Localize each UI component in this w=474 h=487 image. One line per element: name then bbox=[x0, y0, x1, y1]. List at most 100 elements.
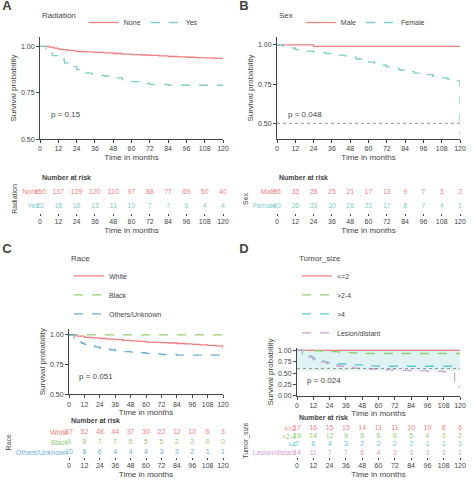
svg-text:22: 22 bbox=[158, 428, 166, 435]
svg-text:Number at risk: Number at risk bbox=[71, 417, 120, 424]
svg-text:48: 48 bbox=[96, 428, 104, 435]
svg-text:Sex: Sex bbox=[279, 11, 293, 20]
svg-text:8: 8 bbox=[82, 448, 86, 455]
svg-text:1.00: 1.00 bbox=[258, 41, 272, 48]
svg-text:4: 4 bbox=[144, 448, 148, 455]
svg-text:12: 12 bbox=[173, 428, 181, 435]
svg-text:120: 120 bbox=[217, 145, 229, 152]
svg-text:1: 1 bbox=[458, 449, 462, 456]
svg-text:Race: Race bbox=[71, 254, 90, 263]
svg-text:120: 120 bbox=[217, 401, 229, 408]
svg-text:110: 110 bbox=[108, 188, 119, 195]
svg-text:33: 33 bbox=[310, 202, 318, 209]
svg-text:C: C bbox=[2, 243, 12, 256]
svg-text:0: 0 bbox=[275, 218, 279, 225]
svg-text:2: 2 bbox=[458, 432, 462, 439]
svg-text:10: 10 bbox=[407, 424, 415, 431]
svg-text:72: 72 bbox=[158, 462, 166, 469]
svg-text:150: 150 bbox=[34, 188, 46, 195]
svg-text:48: 48 bbox=[109, 218, 117, 225]
svg-text:137: 137 bbox=[52, 188, 64, 195]
svg-text:Yes: Yes bbox=[186, 19, 198, 26]
svg-text:11: 11 bbox=[391, 424, 398, 431]
svg-text:0.75: 0.75 bbox=[21, 89, 35, 96]
svg-text:60: 60 bbox=[375, 402, 383, 409]
svg-text:0: 0 bbox=[38, 145, 42, 152]
svg-text:Male: Male bbox=[341, 19, 356, 26]
svg-text:Number at risk: Number at risk bbox=[279, 174, 328, 181]
svg-text:72: 72 bbox=[146, 145, 154, 152]
svg-text:88: 88 bbox=[146, 188, 154, 195]
svg-text:Radiation: Radiation bbox=[11, 184, 18, 214]
svg-text:Time in months: Time in months bbox=[351, 470, 405, 479]
svg-text:72: 72 bbox=[146, 218, 154, 225]
svg-text:Lesion/distant: Lesion/distant bbox=[253, 449, 296, 456]
svg-text:24: 24 bbox=[310, 145, 318, 152]
svg-text:40: 40 bbox=[219, 188, 227, 195]
svg-text:48: 48 bbox=[346, 145, 354, 152]
svg-text:3: 3 bbox=[409, 449, 413, 456]
svg-text:3: 3 bbox=[442, 449, 446, 456]
svg-text:48: 48 bbox=[358, 402, 366, 409]
svg-text:4: 4 bbox=[328, 440, 332, 447]
svg-text:5: 5 bbox=[159, 438, 163, 445]
svg-text:120: 120 bbox=[89, 188, 101, 195]
svg-text:0: 0 bbox=[295, 402, 299, 409]
svg-text:108: 108 bbox=[199, 218, 211, 225]
svg-text:p = 0.15: p = 0.15 bbox=[51, 110, 81, 119]
svg-text:4: 4 bbox=[221, 202, 225, 209]
svg-text:Others/Unknown: Others/Unknown bbox=[109, 311, 161, 318]
svg-text:3: 3 bbox=[159, 448, 163, 455]
svg-text:108: 108 bbox=[436, 145, 448, 152]
svg-text:57: 57 bbox=[65, 428, 73, 435]
svg-text:>2-4: >2-4 bbox=[282, 433, 296, 440]
svg-text:36: 36 bbox=[342, 402, 350, 409]
svg-text:White: White bbox=[109, 273, 127, 280]
svg-text:108: 108 bbox=[199, 145, 211, 152]
svg-text:60: 60 bbox=[142, 462, 150, 469]
svg-text:108: 108 bbox=[436, 218, 448, 225]
svg-text:108: 108 bbox=[438, 462, 450, 469]
svg-text:3: 3 bbox=[442, 432, 446, 439]
svg-text:Black: Black bbox=[109, 292, 127, 299]
svg-text:3: 3 bbox=[393, 449, 397, 456]
svg-text:3: 3 bbox=[440, 188, 444, 195]
svg-text:0: 0 bbox=[206, 438, 210, 445]
svg-text:4: 4 bbox=[203, 202, 207, 209]
svg-text:2: 2 bbox=[458, 188, 462, 195]
svg-text:12: 12 bbox=[81, 401, 89, 408]
svg-text:12: 12 bbox=[81, 462, 89, 469]
svg-text:12: 12 bbox=[291, 145, 299, 152]
svg-text:12: 12 bbox=[309, 462, 317, 469]
svg-text:60: 60 bbox=[142, 401, 150, 408]
svg-text:6: 6 bbox=[360, 432, 364, 439]
svg-text:Time in months: Time in months bbox=[341, 153, 395, 162]
svg-text:1: 1 bbox=[458, 202, 462, 209]
svg-text:7: 7 bbox=[328, 449, 332, 456]
svg-text:1: 1 bbox=[206, 448, 210, 455]
svg-text:36: 36 bbox=[342, 462, 350, 469]
svg-text:120: 120 bbox=[454, 462, 466, 469]
svg-text:1.00: 1.00 bbox=[278, 347, 292, 354]
svg-text:24: 24 bbox=[96, 462, 104, 469]
svg-text:12: 12 bbox=[54, 218, 62, 225]
svg-text:30: 30 bbox=[328, 202, 336, 209]
svg-text:7: 7 bbox=[421, 188, 425, 195]
svg-text:6: 6 bbox=[377, 432, 381, 439]
svg-text:Number at risk: Number at risk bbox=[42, 174, 91, 181]
svg-text:16: 16 bbox=[73, 202, 81, 209]
svg-text:96: 96 bbox=[424, 402, 432, 409]
svg-text:Black: Black bbox=[51, 439, 69, 446]
svg-text:0: 0 bbox=[38, 218, 42, 225]
svg-text:129: 129 bbox=[71, 188, 83, 195]
svg-text:36: 36 bbox=[91, 218, 99, 225]
svg-text:36: 36 bbox=[91, 145, 99, 152]
svg-text:48: 48 bbox=[127, 462, 135, 469]
svg-text:<=2: <=2 bbox=[284, 425, 296, 432]
svg-text:>2-4: >2-4 bbox=[337, 292, 351, 299]
svg-text:p = 0.051: p = 0.051 bbox=[79, 372, 113, 381]
svg-text:36: 36 bbox=[111, 401, 119, 408]
svg-text:52: 52 bbox=[81, 428, 89, 435]
svg-text:0: 0 bbox=[295, 462, 299, 469]
svg-text:60: 60 bbox=[128, 218, 136, 225]
